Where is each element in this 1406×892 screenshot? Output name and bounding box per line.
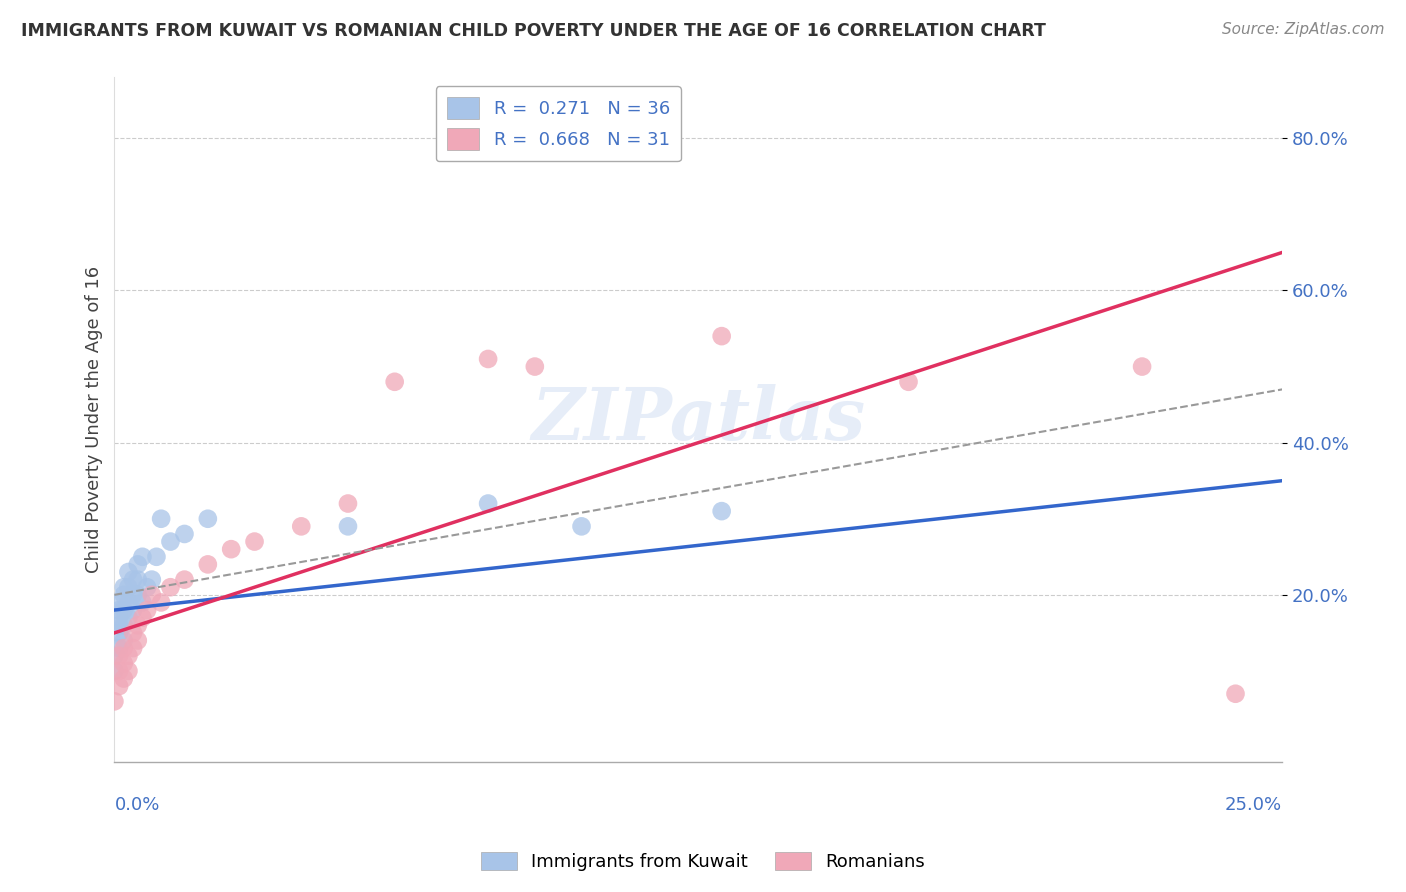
Point: [112, 657, 135, 671]
Point: [131, 549, 153, 564]
Point: [117, 610, 139, 624]
Point: [173, 527, 195, 541]
Point: [127, 558, 149, 572]
Point: [336, 519, 359, 533]
Text: 25.0%: 25.0%: [1225, 797, 1282, 814]
Text: Source: ZipAtlas.com: Source: ZipAtlas.com: [1222, 22, 1385, 37]
Point: [571, 519, 593, 533]
Point: [117, 664, 139, 678]
Point: [122, 588, 145, 602]
Point: [150, 595, 173, 609]
Point: [159, 580, 181, 594]
Point: [103, 648, 125, 663]
Point: [141, 573, 163, 587]
Point: [108, 625, 131, 640]
Legend: Immigrants from Kuwait, Romanians: Immigrants from Kuwait, Romanians: [474, 845, 932, 879]
Point: [1225, 687, 1247, 701]
Point: [117, 595, 139, 609]
Point: [150, 512, 173, 526]
Point: [159, 534, 181, 549]
Point: [108, 648, 131, 663]
Point: [108, 618, 131, 632]
Point: [477, 351, 499, 366]
Point: [103, 664, 125, 678]
Point: [219, 542, 242, 557]
Point: [122, 603, 145, 617]
Point: [103, 694, 125, 708]
Point: [112, 580, 135, 594]
Point: [197, 558, 219, 572]
Point: [290, 519, 312, 533]
Point: [1130, 359, 1153, 374]
Point: [710, 329, 733, 343]
Point: [108, 641, 131, 656]
Point: [131, 595, 153, 609]
Point: [122, 625, 145, 640]
Point: [384, 375, 406, 389]
Point: [112, 641, 135, 656]
Point: [108, 595, 131, 609]
Point: [136, 580, 159, 594]
Point: [243, 534, 266, 549]
Text: 0.0%: 0.0%: [114, 797, 160, 814]
Point: [897, 375, 920, 389]
Text: ZIPatlas: ZIPatlas: [531, 384, 865, 455]
Point: [122, 573, 145, 587]
Point: [117, 580, 139, 594]
Point: [710, 504, 733, 518]
Point: [127, 588, 149, 602]
Point: [117, 648, 139, 663]
Point: [336, 496, 359, 510]
Point: [477, 496, 499, 510]
Point: [145, 549, 167, 564]
Point: [108, 664, 131, 678]
Point: [127, 618, 149, 632]
Point: [112, 672, 135, 686]
Y-axis label: Child Poverty Under the Age of 16: Child Poverty Under the Age of 16: [86, 267, 103, 574]
Point: [141, 588, 163, 602]
Point: [112, 633, 135, 648]
Point: [117, 565, 139, 579]
Point: [127, 573, 149, 587]
Point: [127, 633, 149, 648]
Point: [173, 573, 195, 587]
Point: [108, 603, 131, 617]
Point: [112, 603, 135, 617]
Point: [523, 359, 546, 374]
Point: [136, 603, 159, 617]
Legend: R =  0.271   N = 36, R =  0.668   N = 31: R = 0.271 N = 36, R = 0.668 N = 31: [436, 87, 681, 161]
Point: [122, 641, 145, 656]
Point: [112, 618, 135, 632]
Point: [131, 610, 153, 624]
Point: [112, 588, 135, 602]
Text: IMMIGRANTS FROM KUWAIT VS ROMANIAN CHILD POVERTY UNDER THE AGE OF 16 CORRELATION: IMMIGRANTS FROM KUWAIT VS ROMANIAN CHILD…: [21, 22, 1046, 40]
Point: [108, 679, 131, 693]
Point: [108, 610, 131, 624]
Point: [197, 512, 219, 526]
